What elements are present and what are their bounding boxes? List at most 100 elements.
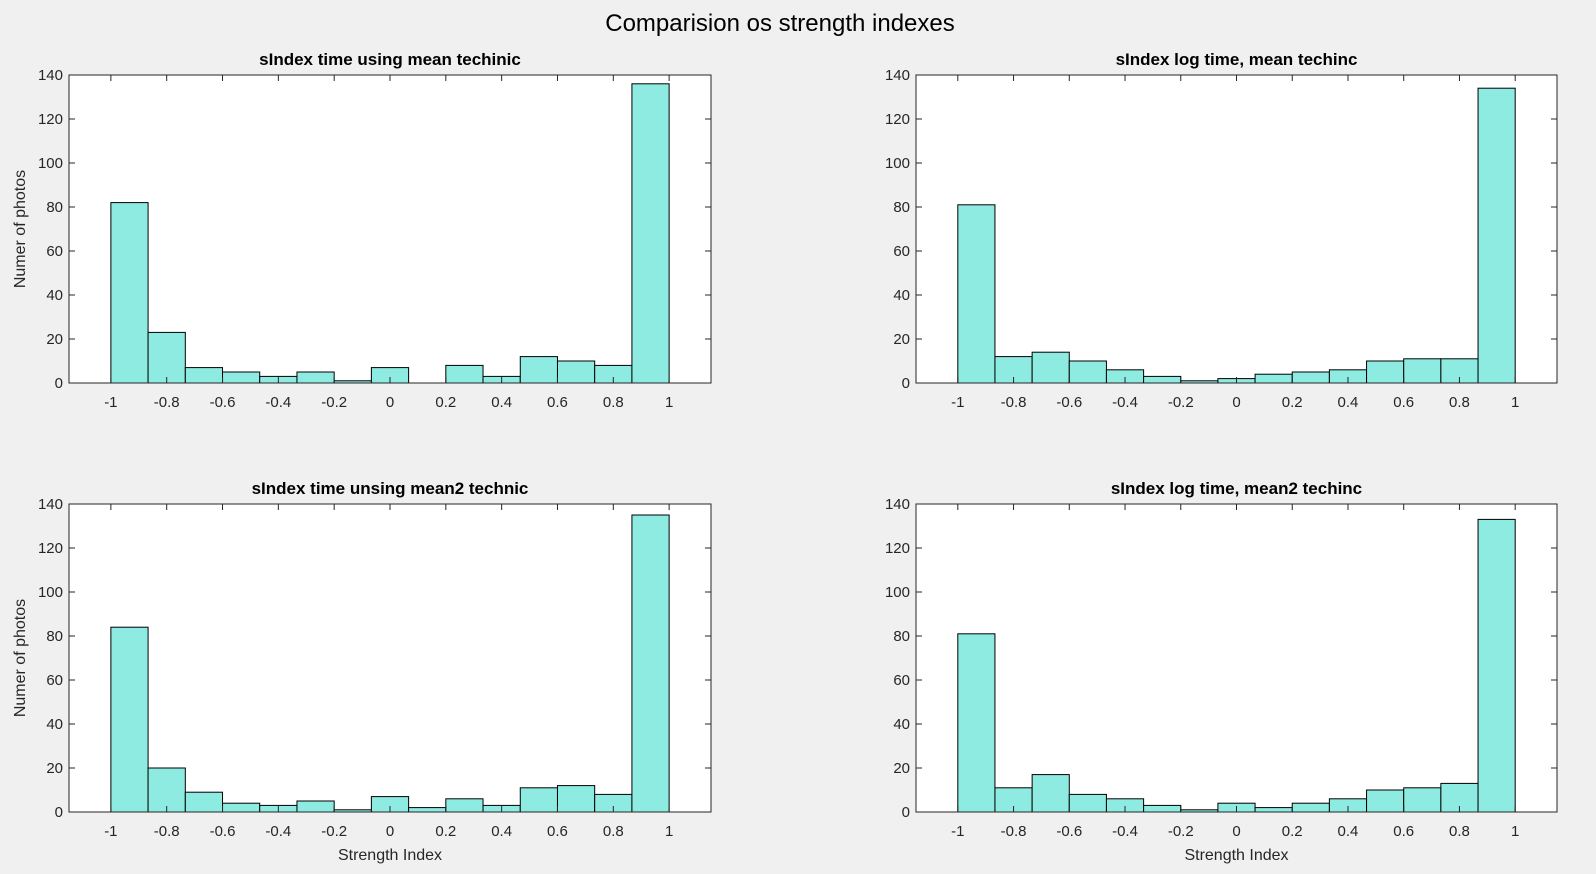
y-tick-label: 100 <box>885 584 910 601</box>
y-tick-label: 0 <box>55 375 63 392</box>
y-tick-label: 40 <box>46 716 63 733</box>
histogram-bar <box>1366 789 1405 813</box>
y-tick-label: 100 <box>38 584 63 601</box>
histogram-bar <box>519 356 558 384</box>
histogram-bar <box>556 785 596 813</box>
x-tick-label: 1 <box>1511 394 1519 411</box>
y-tick-label: 100 <box>38 155 63 172</box>
x-tick-label: 0.6 <box>547 823 568 840</box>
subplot-title: sIndex time unsing mean2 technic <box>252 479 529 498</box>
histogram-bar <box>110 626 149 813</box>
histogram-bar <box>296 371 335 384</box>
histogram-bar <box>519 787 558 813</box>
y-tick-label: 140 <box>38 496 63 513</box>
x-tick-label: -0.6 <box>1056 394 1082 411</box>
histogram-bar <box>1143 804 1182 813</box>
axes-background <box>69 504 711 812</box>
y-tick-label: 140 <box>885 496 910 513</box>
histogram-bar <box>631 514 670 813</box>
x-tick-label: -0.2 <box>1168 394 1194 411</box>
y-tick-label: 0 <box>902 804 910 821</box>
histogram-bar <box>184 367 224 384</box>
x-tick-label: 0.6 <box>1393 394 1414 411</box>
histogram-bar <box>1291 371 1330 384</box>
y-tick-label: 20 <box>893 331 910 348</box>
y-tick-label: 140 <box>885 67 910 84</box>
axes-background <box>916 75 1557 383</box>
x-tick-label: -0.2 <box>321 394 347 411</box>
x-tick-label: -1 <box>104 394 117 411</box>
y-tick-label: 120 <box>38 111 63 128</box>
y-tick-label: 80 <box>893 199 910 216</box>
x-tick-label: 0.4 <box>1338 823 1359 840</box>
x-tick-label: 0.4 <box>491 394 512 411</box>
histogram-bar <box>296 800 335 813</box>
histogram-bar <box>1403 358 1442 384</box>
y-tick-label: 20 <box>46 331 63 348</box>
y-axis-label: Numer of photos <box>12 170 29 288</box>
subplot-2: -1 -0.8 -0.6 -0.4 -0.2 0 0.2 0.4 0.6 0.8 1 0 20 40 60 8… <box>885 50 1558 411</box>
y-tick-label: 60 <box>46 243 63 260</box>
histogram-bar <box>1477 518 1516 813</box>
x-tick-label: 0 <box>1232 394 1240 411</box>
histogram-bar <box>147 767 186 813</box>
histogram-bar <box>1477 87 1516 384</box>
histogram-bar <box>1254 373 1293 384</box>
y-tick-label: 40 <box>46 287 63 304</box>
y-tick-label: 40 <box>893 716 910 733</box>
x-tick-label: 0.4 <box>491 823 512 840</box>
subplot-title: sIndex log time, mean2 techinc <box>1111 479 1362 498</box>
histogram-bar <box>556 360 596 384</box>
histogram-bar <box>445 798 484 813</box>
histogram-bar <box>1143 375 1182 384</box>
histogram-bar <box>1068 360 1107 384</box>
x-tick-label: 0.8 <box>1449 823 1470 840</box>
histogram-bar <box>957 633 996 813</box>
subplot-4: -1 -0.8 -0.6 -0.4 -0.2 0 0.2 0.4 0.6 0.8 1 0 20 40 60 8… <box>885 479 1558 864</box>
y-axis-label: Numer of photos <box>12 599 29 717</box>
x-tick-label: -0.4 <box>1112 823 1138 840</box>
x-tick-label: 0 <box>386 394 394 411</box>
x-axis-label: Strength Index <box>1184 847 1288 864</box>
x-tick-label: 1 <box>1511 823 1519 840</box>
x-tick-label: -0.4 <box>1112 394 1138 411</box>
axes-background <box>69 75 711 383</box>
y-tick-label: 60 <box>46 672 63 689</box>
x-axis-label: Strength Index <box>338 847 442 864</box>
x-tick-label: 0.2 <box>435 394 456 411</box>
y-tick-label: 0 <box>55 804 63 821</box>
subplot-grid: -1 -0.8 -0.6 -0.4 -0.2 0 0.2 0.4 0.6 0.8 1 0 20 40 60 8… <box>12 50 1558 864</box>
subplot-title: sIndex log time, mean techinc <box>1116 50 1358 69</box>
x-tick-label: 1 <box>665 823 673 840</box>
x-tick-label: -0.6 <box>210 394 236 411</box>
histogram-bar <box>222 802 261 813</box>
x-tick-label: 0.8 <box>603 823 624 840</box>
x-tick-label: 0.8 <box>1449 394 1470 411</box>
y-tick-label: 120 <box>38 540 63 557</box>
histogram-bar <box>1031 774 1070 813</box>
x-tick-label: -1 <box>104 823 117 840</box>
x-tick-label: 0.6 <box>547 394 568 411</box>
x-tick-label: -0.8 <box>154 823 180 840</box>
y-tick-label: 20 <box>46 760 63 777</box>
x-tick-label: 0.2 <box>1282 823 1303 840</box>
histogram-bar <box>957 204 996 384</box>
x-tick-label: -0.2 <box>321 823 347 840</box>
x-tick-label: 0 <box>386 823 394 840</box>
x-tick-label: 0.4 <box>1338 394 1359 411</box>
histogram-bar <box>1254 807 1293 813</box>
x-tick-label: 1 <box>665 394 673 411</box>
histogram-bar <box>1366 360 1405 384</box>
x-tick-label: 0 <box>1232 823 1240 840</box>
histogram-bar <box>1403 787 1442 813</box>
x-tick-label: -0.8 <box>1001 394 1027 411</box>
y-tick-label: 60 <box>893 243 910 260</box>
histogram-bar <box>222 371 261 384</box>
x-tick-label: -0.2 <box>1168 823 1194 840</box>
x-tick-label: 0.6 <box>1393 823 1414 840</box>
histogram-bar <box>445 364 484 384</box>
y-tick-label: 40 <box>893 287 910 304</box>
y-tick-label: 120 <box>885 111 910 128</box>
y-tick-label: 0 <box>902 375 910 392</box>
histogram-bar <box>408 807 447 813</box>
